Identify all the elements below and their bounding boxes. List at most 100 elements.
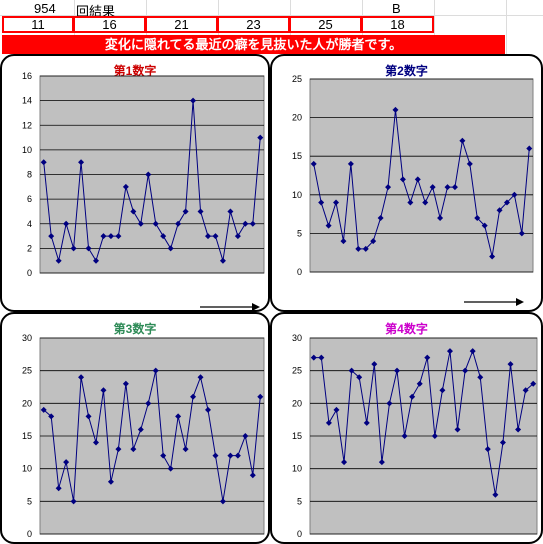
data-point [93,257,99,264]
winning-number-cell[interactable]: 25 [289,16,362,33]
data-point [459,137,466,144]
data-point [518,230,525,237]
data-point [107,233,114,240]
y-tick-label: 15 [22,431,32,441]
y-tick-label: 20 [292,113,302,123]
chart-4-title: 第4数字 [385,322,428,336]
data-point [249,472,256,479]
data-point [446,348,453,355]
bonus-number-cell[interactable]: 18 [361,16,434,33]
data-point [48,413,55,420]
data-point [78,159,85,166]
data-point [115,446,122,453]
data-point [234,452,241,459]
series-line [43,100,261,262]
data-point [130,446,137,453]
data-point [219,498,226,505]
chart-panel-3[interactable]: 第3数字 0 5 10 15 20 25 30 [0,312,270,544]
y-tick-label: 10 [292,190,302,200]
data-point [429,184,436,191]
data-point [182,208,189,215]
chart-panel-2[interactable]: 第2数字 0 5 10 15 20 25 [270,54,543,312]
y-tick-label: 4 [27,219,32,229]
draw-number: 954 [34,1,56,16]
y-tick-label: 20 [22,398,32,408]
data-point [310,160,317,167]
y-tick-label: 12 [22,120,32,130]
chart-2: 0 5 10 15 20 25 [292,74,534,306]
data-point [212,233,219,240]
data-point [227,208,234,215]
data-point [160,233,167,240]
y-tick-label: 25 [22,366,32,376]
y-tick-label: 30 [22,333,32,343]
data-point [348,367,355,374]
data-point [462,367,469,374]
data-point [212,452,219,459]
data-point [152,367,159,374]
chart-3: 0 5 10 15 20 25 30 [22,333,265,539]
data-point [454,426,461,433]
series-line [313,109,530,257]
data-point [122,380,129,387]
data-point [333,199,340,206]
data-point [40,159,47,166]
data-point [437,214,444,221]
winning-number-cell[interactable]: 21 [145,16,218,33]
data-point [152,220,159,227]
data-point [466,160,473,167]
chart-1-title: 第1数字 [113,64,157,78]
y-tick-label: 15 [292,431,302,441]
y-tick-label: 5 [297,496,302,506]
data-point [122,183,129,190]
data-point [197,208,204,215]
bonus-label: B [392,1,401,16]
data-point [227,452,234,459]
data-point [424,354,431,361]
data-point [78,374,85,381]
data-point [85,245,92,252]
data-point [451,184,458,191]
data-point [249,220,256,227]
data-point [416,380,423,387]
y-tick-label: 25 [292,74,302,84]
chart-panel-4[interactable]: 第4数字 0 5 10 15 20 25 30 [270,312,543,544]
message-banner: 変化に隠れてる最近の癖を見抜いた人が勝者です。 [2,35,505,54]
winning-number-cell[interactable]: 23 [217,16,290,33]
y-tick-label: 25 [292,366,302,376]
data-point [481,222,488,229]
data-point [145,171,152,178]
data-point [55,485,62,492]
data-point [515,426,522,433]
data-point [377,214,384,221]
data-point [371,361,378,368]
data-point [205,406,211,413]
data-point [499,439,506,446]
data-point [160,452,167,459]
data-point [257,393,264,400]
y-tick-label: 16 [22,71,32,81]
winning-number-cell[interactable]: 16 [73,16,146,33]
y-tick-label: 0 [297,267,302,277]
y-tick-label: 5 [297,228,302,238]
data-point [137,220,144,227]
data-point [48,233,55,240]
data-point [422,199,429,206]
data-point [325,419,332,426]
chart-3-title: 第3数字 [113,322,157,336]
data-point [507,361,514,368]
data-point [503,199,510,206]
chart-panel-1[interactable]: 第1数字 0 2 4 6 8 10 12 14 16 [0,54,270,312]
y-tick-label: 14 [22,96,32,106]
data-point [362,245,369,252]
chart-2-title: 第2数字 [385,64,428,78]
data-point [318,199,325,206]
winning-number-cell[interactable]: 11 [2,16,74,33]
data-point [242,220,249,227]
data-point [340,238,347,245]
data-point [477,374,484,381]
data-point [130,208,137,215]
data-point [469,348,476,355]
series-line [313,349,534,495]
data-point [394,367,401,374]
